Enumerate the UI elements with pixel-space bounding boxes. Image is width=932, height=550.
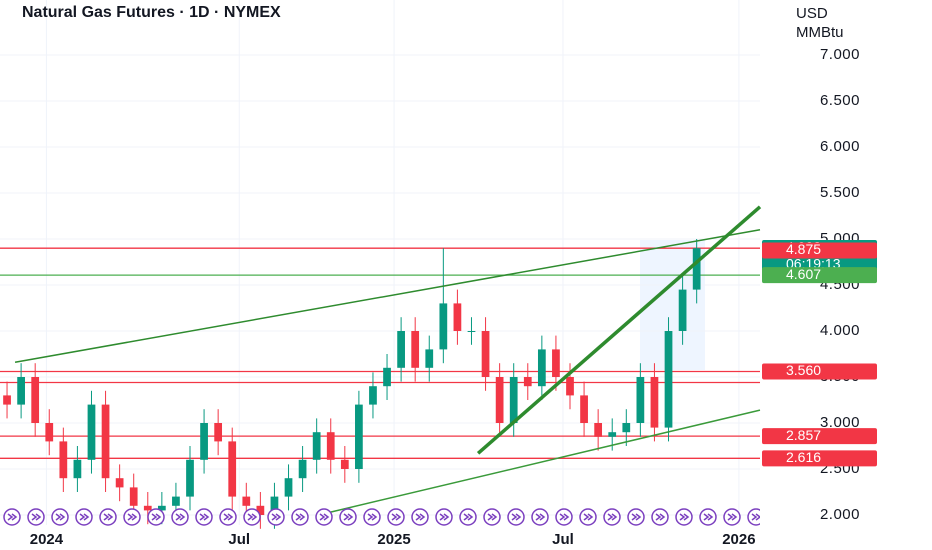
price-label-box — [762, 242, 877, 259]
price-label-box — [762, 267, 877, 284]
candle-body — [580, 395, 588, 423]
candle-body — [312, 432, 321, 460]
candle-body — [355, 404, 363, 469]
candle-body — [31, 377, 40, 423]
price-label-box — [762, 363, 877, 380]
candle-body — [552, 349, 560, 377]
trend-line — [14, 229, 761, 364]
candle-body — [87, 404, 96, 460]
candle-body — [270, 496, 279, 515]
unit: MMBtu — [796, 24, 844, 41]
candle-body — [115, 478, 124, 488]
candle-body — [298, 459, 307, 479]
x-tick-label: 2025 — [377, 531, 410, 548]
y-tick-label: 2.000 — [820, 506, 860, 523]
candle-body — [397, 331, 405, 368]
candle-body — [45, 423, 54, 442]
candle-body — [129, 487, 138, 506]
candle-body — [59, 441, 68, 479]
candle-body — [369, 386, 377, 405]
candle-body — [608, 432, 617, 437]
candle-body — [172, 496, 180, 506]
candle-body — [340, 459, 349, 469]
price-label: 2.616 — [786, 449, 821, 465]
y-tick-label: 5.500 — [820, 184, 860, 201]
candle-body — [242, 496, 251, 506]
y-tick-label: 6.000 — [820, 138, 860, 155]
candle-body — [3, 395, 11, 405]
candle-body — [73, 459, 82, 479]
trend-line — [329, 409, 761, 513]
plot-area — [0, 0, 762, 529]
candle-body — [537, 349, 546, 387]
candle-body — [664, 331, 673, 428]
x-tick-label: 2024 — [30, 531, 64, 548]
y-tick-label: 3.000 — [820, 414, 860, 431]
candle-body — [481, 331, 490, 377]
candle-body — [17, 377, 25, 405]
event-icons — [0, 508, 760, 526]
trend-line — [476, 205, 762, 455]
price-label-box — [762, 450, 877, 467]
candle-body — [594, 423, 603, 437]
y-tick-label: 6.500 — [820, 92, 860, 109]
candle-body — [509, 377, 518, 423]
y-tick-label: 4.000 — [820, 322, 860, 339]
candle-body — [650, 377, 659, 428]
price-label: 2.857 — [786, 427, 821, 443]
chart-title: Natural Gas Futures · 1D · NYMEX — [22, 4, 281, 21]
price-label-box — [762, 428, 877, 445]
candle-body — [692, 248, 701, 290]
candle-body — [439, 303, 448, 350]
candle-body — [425, 349, 434, 368]
candle-body — [453, 303, 462, 331]
candle-body — [228, 441, 237, 497]
currency: USD — [796, 5, 828, 22]
candle-body — [200, 423, 208, 460]
candle-body — [214, 423, 223, 442]
candle-body — [186, 459, 194, 497]
price-label: 3.560 — [786, 362, 821, 378]
candle-body — [495, 377, 504, 423]
candle-body — [678, 289, 687, 331]
x-tick-label: Jul — [228, 531, 250, 548]
candle-body — [467, 331, 476, 332]
price-label: 4.607 — [786, 266, 821, 282]
candle-body — [284, 478, 293, 497]
candle-body — [566, 377, 574, 396]
y-tick-label: 7.000 — [820, 46, 860, 63]
x-tick-label: 2026 — [722, 531, 755, 548]
x-tick-label: Jul — [552, 531, 574, 548]
candle-body — [383, 367, 391, 387]
candle-body — [523, 377, 532, 387]
candle-body — [622, 423, 631, 433]
candle-body — [326, 432, 335, 460]
candle-body — [101, 404, 110, 479]
price-label: 4.875 — [786, 241, 821, 257]
candle-body — [636, 377, 645, 423]
candle-body — [411, 331, 420, 368]
